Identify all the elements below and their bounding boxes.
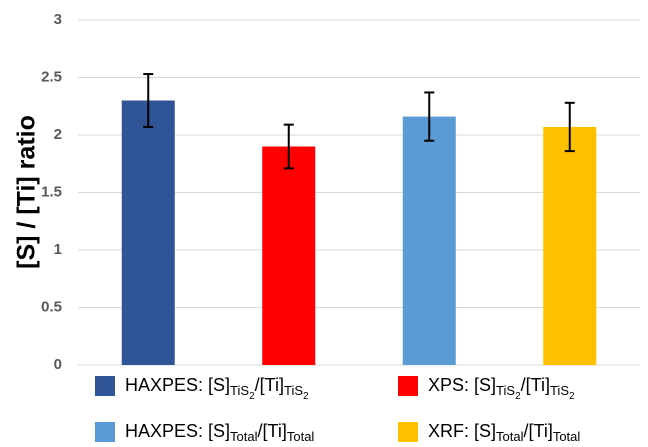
legend-swatch <box>398 422 418 442</box>
legend-label-part: Total <box>230 429 258 444</box>
y-tick-label: 0.5 <box>41 298 62 315</box>
legend-label: XRF: [S]Total/[Ti]Total <box>428 421 580 445</box>
legend-label: HAXPES: [S]TiS2/[Ti]TiS2 <box>125 375 309 402</box>
legend-label-part: HAXPES: [S] <box>125 421 230 441</box>
bar <box>262 146 316 365</box>
legend-swatch <box>398 376 418 396</box>
legend-label-part: /[Ti] <box>258 421 287 441</box>
bar <box>402 116 456 365</box>
legend-label-part: 2 <box>249 391 255 402</box>
y-tick-label: 3 <box>54 11 62 28</box>
legend-swatch <box>95 422 115 442</box>
legend-label-part: /[Ti] <box>255 375 284 395</box>
legend-label-part: Total <box>287 429 315 444</box>
bar <box>121 100 175 365</box>
y-tick-label: 1 <box>54 241 62 258</box>
legend-label-part: /[Ti] <box>521 375 550 395</box>
legend-label-part: HAXPES: [S] <box>125 375 230 395</box>
legend-label-part: Total <box>553 429 581 444</box>
legend-label-part: Total <box>496 429 524 444</box>
legend-label-part: XPS: [S] <box>428 375 496 395</box>
error-bar <box>283 123 294 170</box>
legend-label-part: TiS <box>284 383 303 398</box>
legend-label-part: TiS <box>230 383 249 398</box>
bar <box>543 126 597 365</box>
legend-label-part: XRF: [S] <box>428 421 496 441</box>
legend-label: HAXPES: [S]Total/[Ti]Total <box>125 421 314 445</box>
legend-label: XPS: [S]TiS2/[Ti]TiS2 <box>428 375 575 402</box>
legend-label-part: TiS <box>550 383 569 398</box>
y-axis-label: [S] / [Ti] ratio <box>13 115 41 269</box>
legend-label-part: 2 <box>515 391 521 402</box>
y-tick-label: 1.5 <box>41 183 62 200</box>
legend-label-part: 2 <box>569 391 575 402</box>
legend-swatch <box>95 376 115 396</box>
y-tick-label: 2.5 <box>41 68 62 85</box>
error-bar <box>564 101 575 153</box>
error-bar <box>143 73 154 128</box>
y-tick-label: 2 <box>54 126 62 143</box>
y-tick-label: 0 <box>54 356 62 373</box>
legend-label-part: 2 <box>303 391 309 402</box>
legend-label-part: /[Ti] <box>523 421 552 441</box>
legend-label-part: TiS <box>496 383 515 398</box>
error-bar <box>424 91 435 142</box>
